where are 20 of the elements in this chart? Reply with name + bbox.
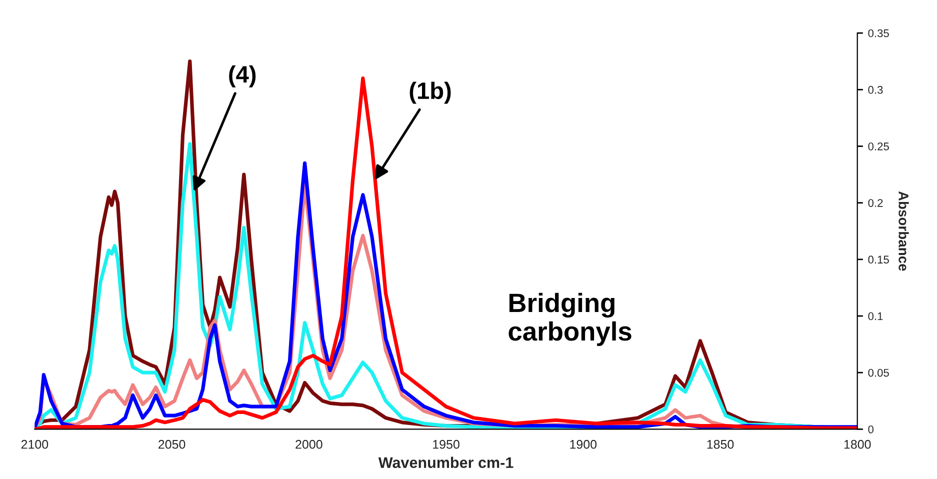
x-tick-label: 1800 bbox=[844, 440, 871, 449]
annotation: (1b) bbox=[410, 82, 451, 104]
annotation: (4) bbox=[229, 65, 256, 88]
annotation: Bridging carbonyls bbox=[508, 292, 632, 346]
y-tick-label: 0.3 bbox=[868, 86, 883, 94]
y-tick-label: 0.15 bbox=[868, 256, 889, 264]
y-tick-label: 0 bbox=[868, 425, 874, 434]
x-tick-label: 1850 bbox=[707, 440, 734, 449]
y-tick-label: 0.2 bbox=[868, 199, 883, 207]
x-tick-label: 1900 bbox=[570, 440, 597, 449]
x-tick-label: 2050 bbox=[158, 440, 186, 449]
y-tick-label: 0.25 bbox=[868, 142, 889, 150]
y-tick-label: 0.35 bbox=[868, 29, 889, 38]
y-tick-label: 0.1 bbox=[868, 312, 883, 320]
x-axis-title: Wavenumber cm-1 bbox=[378, 456, 514, 468]
y-axis-title: Absorbance bbox=[898, 191, 909, 271]
y-tick-label: 0.05 bbox=[868, 368, 889, 377]
x-tick-label: 1950 bbox=[433, 440, 460, 449]
x-tick-label: 2100 bbox=[21, 440, 48, 449]
x-tick-label: 2000 bbox=[296, 440, 322, 449]
